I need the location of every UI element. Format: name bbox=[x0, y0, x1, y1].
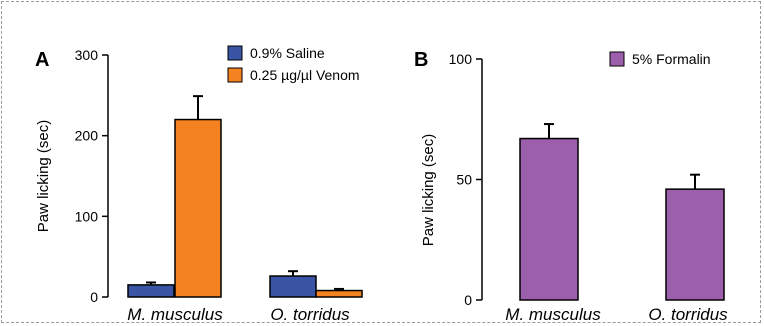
a-bar bbox=[127, 284, 175, 298]
panel-a-bars bbox=[127, 95, 363, 298]
panel-a-legend-swatch-venom bbox=[227, 67, 243, 83]
panel-a: A Paw licking (sec) 0 100 200 300 M. muscul… bbox=[35, 45, 363, 324]
a-y-tick-label: 100 bbox=[75, 208, 99, 224]
panel-b-category-m-musculus: M. musculus bbox=[505, 305, 601, 324]
panel-a-legend-label-saline: 0.9% Saline bbox=[250, 45, 325, 61]
panel-b: B Paw licking (sec) 0 50 100 M. musculus O… bbox=[414, 49, 728, 324]
b-bar bbox=[665, 188, 725, 301]
a-bar bbox=[269, 275, 317, 298]
a-bar bbox=[174, 118, 222, 298]
panel-b-letter: B bbox=[414, 49, 428, 71]
b-y-tick-label: 0 bbox=[464, 292, 472, 308]
a-bar bbox=[315, 289, 363, 298]
b-y-tick-label: 100 bbox=[449, 51, 473, 67]
a-y-tick-label: 300 bbox=[75, 47, 99, 63]
panel-b-legend-label-formalin: 5% Formalin bbox=[632, 51, 711, 67]
b-y-tick-label: 50 bbox=[456, 172, 472, 188]
panel-a-legend-label-venom: 0.25 µg/µl Venom bbox=[250, 67, 360, 83]
panel-a-letter: A bbox=[35, 49, 49, 71]
panel-a-y-ticks: 0 100 200 300 bbox=[75, 47, 108, 305]
b-bar bbox=[519, 137, 579, 301]
panel-b-bars bbox=[519, 123, 725, 301]
panel-a-y-axis-label: Paw licking (sec) bbox=[35, 120, 52, 233]
panel-a-category-m-musculus: M. musculus bbox=[127, 305, 223, 324]
panel-b-legend-swatch-formalin bbox=[609, 51, 625, 67]
a-y-tick-label: 200 bbox=[75, 128, 99, 144]
panel-b-y-axis-label: Paw licking (sec) bbox=[420, 134, 437, 247]
panel-b-category-o-torridus: O. torridus bbox=[648, 305, 728, 324]
panel-a-category-o-torridus: O. torridus bbox=[270, 305, 350, 324]
a-y-tick-label: 0 bbox=[90, 289, 98, 305]
panel-b-y-ticks: 0 50 100 bbox=[449, 51, 482, 308]
panel-a-legend-swatch-saline bbox=[227, 45, 243, 61]
